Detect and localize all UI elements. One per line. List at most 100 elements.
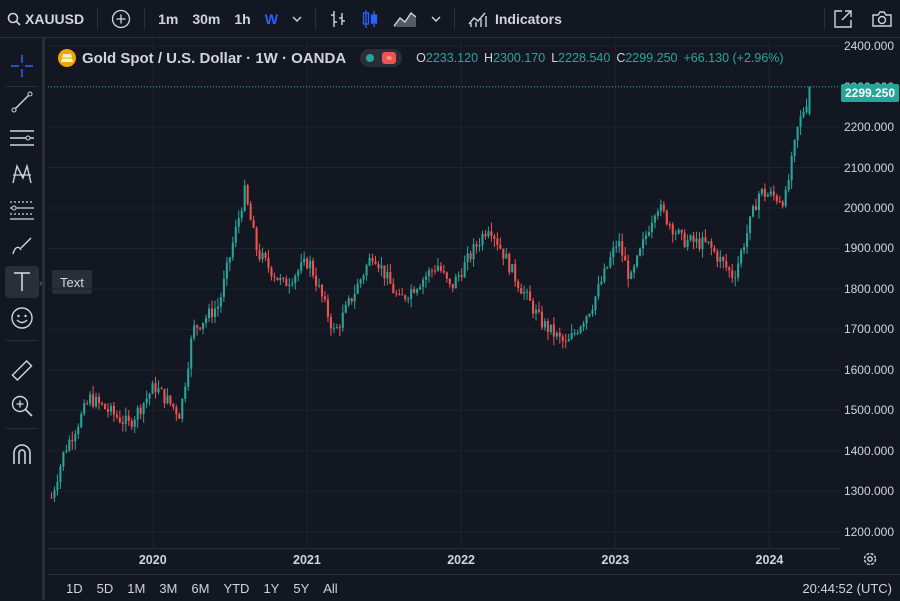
range-1y[interactable]: 1Y [263,580,280,596]
candle-body [148,393,151,399]
candle-body [157,388,160,393]
candle-body [808,86,811,114]
symbol-search[interactable]: XAUUSD [0,0,91,37]
candle-body [136,407,139,420]
range-1m[interactable]: 1M [127,580,146,596]
candle-body [74,434,77,442]
candle-body [546,321,549,332]
text-icon [14,272,30,291]
candle-body [597,284,600,297]
candle-body [234,226,237,243]
bars-style-button[interactable] [322,0,354,37]
snapshot-button[interactable] [864,0,900,37]
range-5d[interactable]: 5D [96,580,114,596]
candle-body [312,260,315,276]
crosshair-icon [11,55,33,77]
gold-symbol-icon [58,49,76,67]
candle-body [490,231,493,237]
candle-body [317,284,321,286]
high-value: 2300.170 [493,51,546,65]
interval-w[interactable]: W [264,10,278,27]
brush-tool[interactable] [5,230,39,262]
magnet-tool[interactable] [5,438,39,470]
interval-1h[interactable]: 1h [234,10,251,27]
candle-body [112,405,115,415]
candles-style-button[interactable] [354,0,386,37]
candle-body [772,191,775,196]
candle-body [704,237,707,242]
utc-clock[interactable]: 20:44:52 (UTC) [802,581,892,596]
fib-tool[interactable] [5,194,39,226]
area-chart-icon [393,11,417,27]
range-5y[interactable]: 5Y [293,580,310,596]
tool-expand-arrow-icon[interactable]: › [39,278,43,289]
candle-body [416,289,419,293]
candle-body [582,323,585,327]
last-price-label: 2299.250 [841,84,899,102]
add-circle-icon [111,9,131,28]
candle-body [338,327,341,329]
text-tool[interactable] [5,266,39,298]
candle-body [184,386,187,399]
price-axis[interactable]: 2400.0002300.0002200.0002100.0002000.000… [840,38,900,548]
candle-body [240,210,243,219]
trend-line-tool[interactable] [5,86,39,118]
candle-body [297,270,300,276]
candle-body [514,264,517,282]
pattern-tool[interactable] [5,158,39,190]
candle-body [231,242,234,258]
divider [6,428,38,429]
range-3m[interactable]: 3M [159,580,178,596]
candle-body [332,327,335,329]
time-tick-label: 2020 [138,553,167,567]
candle-body [534,309,538,314]
candle-body [543,321,546,328]
candle-body [600,281,603,285]
candles-icon [362,9,378,28]
candle-body [555,332,558,337]
measure-tool[interactable] [5,354,39,386]
candle-body [621,241,624,256]
range-1d[interactable]: 1D [66,580,83,596]
candle-body [207,308,211,319]
chart-style-dropdown[interactable] [424,0,448,37]
compare-button[interactable] [104,0,138,37]
fullscreen-button[interactable] [826,0,860,37]
candle-body [121,422,124,424]
divider [824,7,825,30]
time-axis[interactable]: 2020 2021 2022 2023 2024 [48,548,840,573]
candle-body [320,284,324,297]
interval-dropdown[interactable] [285,0,309,37]
range-ytd[interactable]: YTD [223,580,250,596]
market-status-toggle[interactable]: ≈ [360,49,403,67]
area-style-button[interactable] [386,0,424,37]
candle-body [549,324,552,332]
crosshair-tool[interactable] [5,50,39,82]
horizontal-lines-tool[interactable] [5,122,39,154]
symbol-title[interactable]: Gold Spot / U.S. Dollar · 1W · OANDA [82,49,347,67]
fibonacci-icon [10,201,34,220]
interval-1m[interactable]: 1m [158,10,179,27]
ohlc-values: O 2233.120 H 2300.170 L 2228.540 C 2299.250 … [416,51,789,65]
emoji-tool[interactable] [5,302,39,334]
candle-body [422,279,425,287]
zoom-tool[interactable] [5,390,39,422]
interval-30m[interactable]: 30m [192,10,221,27]
range-all[interactable]: All [323,580,338,596]
chart-settings-button[interactable] [862,551,878,572]
candle-body [433,270,436,272]
ruler-icon [11,359,33,382]
candle-body [392,283,395,294]
candle-body [561,336,564,342]
candle-body [511,264,514,273]
candle-body [163,388,166,404]
range-6m[interactable]: 6M [191,580,210,596]
indicators-button[interactable]: Indicators [461,0,569,37]
candle-body [677,230,680,234]
candle-body [222,278,225,298]
price-chart[interactable] [48,38,840,548]
candle-body [80,413,83,428]
candle-body [258,250,261,260]
candle-body [787,180,790,190]
candle-body [95,396,98,407]
